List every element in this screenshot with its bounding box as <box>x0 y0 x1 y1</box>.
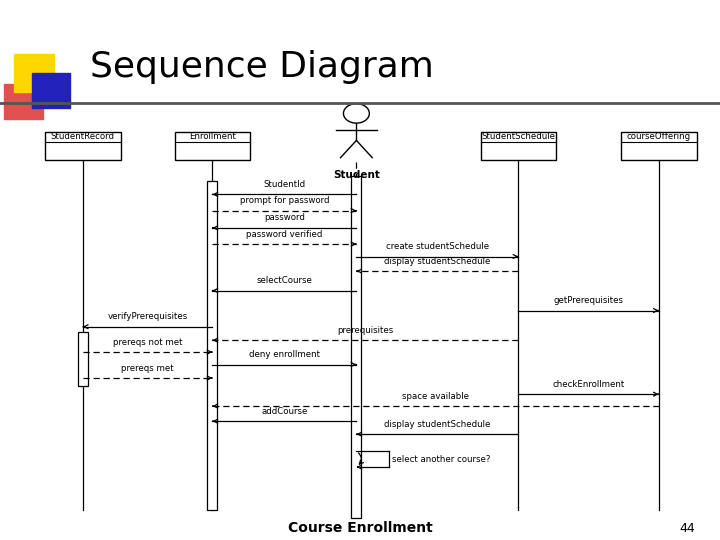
Text: prompt for password: prompt for password <box>240 196 329 205</box>
Text: prereqs not met: prereqs not met <box>113 338 182 347</box>
Text: 44: 44 <box>679 522 695 535</box>
Text: prerequisites: prerequisites <box>337 326 394 335</box>
Bar <box>174 132 251 160</box>
Text: StudentSchedule: StudentSchedule <box>482 132 555 141</box>
Bar <box>4 84 43 119</box>
Bar <box>351 176 361 518</box>
Text: Enrollment: Enrollment <box>189 132 236 141</box>
Text: selectCourse: selectCourse <box>256 276 312 285</box>
Bar <box>32 73 70 108</box>
Text: Student: Student <box>333 170 380 180</box>
Text: StudentRecord: StudentRecord <box>51 132 114 141</box>
Text: Course Enrollment: Course Enrollment <box>287 521 433 535</box>
Text: password: password <box>264 213 305 222</box>
Text: getPrerequisites: getPrerequisites <box>554 296 624 305</box>
Bar <box>14 54 54 92</box>
Bar <box>621 132 697 160</box>
Text: verifyPrerequisites: verifyPrerequisites <box>107 312 188 321</box>
Text: password verified: password verified <box>246 230 323 239</box>
Text: prereqs met: prereqs met <box>121 363 174 373</box>
Text: create studentSchedule: create studentSchedule <box>386 242 489 251</box>
Text: space available: space available <box>402 392 469 401</box>
Bar <box>481 132 556 160</box>
Text: deny enrollment: deny enrollment <box>249 350 320 359</box>
Bar <box>78 332 88 386</box>
Text: select another course?: select another course? <box>392 455 491 463</box>
Text: StudentId: StudentId <box>264 180 305 189</box>
Text: display studentSchedule: display studentSchedule <box>384 420 490 429</box>
Bar <box>207 181 217 510</box>
Text: Sequence Diagram: Sequence Diagram <box>90 51 434 84</box>
Text: courseOffering: courseOffering <box>626 132 691 141</box>
Text: addCourse: addCourse <box>261 407 307 416</box>
Bar <box>45 132 121 160</box>
Text: display studentSchedule: display studentSchedule <box>384 256 490 266</box>
Text: checkEnrollment: checkEnrollment <box>552 380 625 389</box>
